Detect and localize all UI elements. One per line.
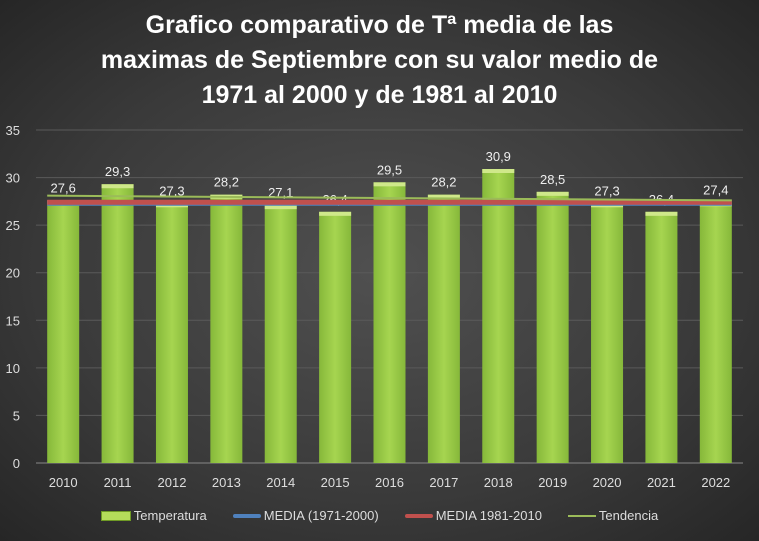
data-label: 30,9 [486,149,511,164]
legend: Temperatura MEDIA (1971-2000) MEDIA 1981… [0,508,759,523]
data-label: 28,2 [214,175,239,190]
chart-title: Grafico comparativo de Tª media de las m… [0,8,759,113]
x-tick-label: 2015 [321,475,350,490]
y-tick-label: 25 [6,218,20,233]
bar-2011 [101,184,134,463]
legend-label: Temperatura [133,508,207,523]
bar-2013 [210,194,243,463]
title-line-3: 1971 al 2000 y de 1981 al 2010 [201,81,558,109]
bar-2021 [645,211,678,463]
bar-2016 [373,182,406,464]
legend-swatch [100,510,131,521]
x-tick-label: 2019 [538,475,567,490]
bar-top [101,184,134,189]
bar-2012 [155,203,188,463]
x-tick-label: 2010 [49,475,78,490]
bar-top [482,169,515,174]
bar-top [427,194,460,199]
y-tick-label: 10 [6,361,20,376]
data-label: 27,6 [51,180,76,195]
bar-2017 [427,194,460,463]
x-tick-label: 2020 [593,475,622,490]
bar-2020 [591,203,624,463]
data-label: 27,3 [159,183,184,198]
legend-swatch [404,513,433,518]
bar-top [645,211,678,216]
bar-2014 [264,205,297,464]
y-tick-label: 15 [6,313,20,328]
y-tick-label: 20 [6,266,20,281]
trend-line [47,194,732,202]
bar-2010 [47,200,80,464]
legend-label: MEDIA 1981-2010 [435,508,542,523]
data-label: 29,3 [105,164,130,179]
bar-top [319,211,352,216]
bar-top [373,182,406,187]
x-tick-label: 2017 [429,475,458,490]
title-line-2: maximas de Septiembre con su valor medio… [100,46,659,74]
bar-2022 [699,202,732,463]
legend-item-temperatura: Temperatura [100,508,207,523]
data-label: 29,5 [377,162,402,177]
data-label: 28,5 [540,172,565,187]
y-tick-label: 30 [6,171,20,186]
y-tick-label: 35 [6,123,20,138]
title-line-1: Grafico comparativo de Tª media de las [145,11,614,39]
bar-2015 [319,211,352,463]
data-label: 27,3 [594,183,619,198]
data-label: 28,2 [431,175,456,190]
legend-swatch [567,514,596,517]
x-tick-label: 2018 [484,475,513,490]
legend-item-tendencia: Tendencia [567,508,659,523]
x-tick-label: 2022 [701,475,730,490]
x-tick-label: 2016 [375,475,404,490]
x-tick-label: 2014 [266,475,295,490]
bar-top [264,205,297,210]
x-tick-label: 2013 [212,475,241,490]
x-tick-label: 2012 [158,475,187,490]
legend-label: Tendencia [598,508,659,523]
legend-item-media-1971-2000: MEDIA (1971-2000) [232,508,379,523]
legend-item-media-1981-2010: MEDIA 1981-2010 [404,508,542,523]
x-tick-label: 2011 [104,475,132,490]
y-tick-label: 5 [13,408,20,423]
y-tick-label: 0 [13,456,20,471]
bar-top [536,191,569,196]
legend-label: MEDIA (1971-2000) [263,508,379,523]
bar-2019 [536,191,569,464]
bar-2018 [482,169,515,463]
x-tick-label: 2021 [647,475,676,490]
legend-swatch [232,513,261,518]
data-label: 27,4 [703,182,728,197]
